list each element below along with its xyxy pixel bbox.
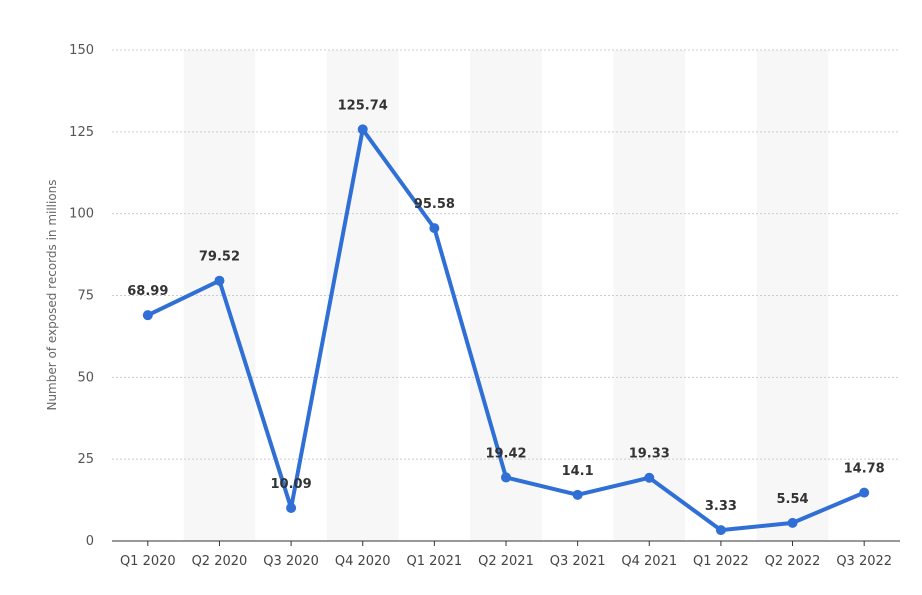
data-point xyxy=(357,124,368,135)
x-tick-label: Q4 2020 xyxy=(335,554,391,569)
data-label: 14.1 xyxy=(562,464,594,479)
x-tick-label: Q1 2020 xyxy=(120,554,176,569)
y-tick-label: 75 xyxy=(77,289,94,304)
y-tick-label: 0 xyxy=(86,534,94,549)
series-layer xyxy=(142,124,870,536)
data-point xyxy=(787,517,798,528)
data-point xyxy=(214,275,225,286)
y-axis-ticks: 0 25 50 75 100 125 150 xyxy=(69,43,94,549)
x-tick-label: Q1 2021 xyxy=(406,554,462,569)
y-tick-label: 100 xyxy=(69,207,94,222)
x-axis: Q1 2020 Q2 2020 Q3 2020 Q4 2020 Q1 2021 Q2 20… xyxy=(112,540,900,569)
x-tick-label: Q4 2021 xyxy=(621,554,677,569)
y-tick-label: 150 xyxy=(69,43,94,58)
y-tick-label: 125 xyxy=(69,125,94,140)
data-point xyxy=(572,489,583,500)
data-point xyxy=(142,310,153,321)
x-tick-label: Q2 2022 xyxy=(765,554,821,569)
y-tick-label: 50 xyxy=(77,370,94,385)
data-label: 68.99 xyxy=(127,284,168,299)
column-band xyxy=(183,50,256,541)
data-point xyxy=(644,472,655,483)
x-tick-label: Q3 2021 xyxy=(550,554,606,569)
y-axis-title: Number of exposed records in millions xyxy=(45,179,59,410)
data-point xyxy=(715,525,726,536)
data-point xyxy=(501,472,511,483)
data-label: 10.09 xyxy=(271,477,312,492)
x-tick-label: Q2 2020 xyxy=(192,554,248,569)
data-labels: 68.99 79.52 10.09 125.74 95.58 19.42 14.1 19.33… xyxy=(127,98,884,514)
gridlines xyxy=(112,49,900,460)
data-label: 14.78 xyxy=(844,462,885,477)
x-tick-label: Q3 2022 xyxy=(836,554,892,569)
data-point xyxy=(429,223,440,234)
data-label: 19.42 xyxy=(485,446,526,461)
data-label: 19.33 xyxy=(629,447,670,462)
x-tick-label: Q1 2022 xyxy=(693,554,749,569)
data-label: 95.58 xyxy=(414,197,455,212)
x-tick-label: Q3 2020 xyxy=(263,554,319,569)
data-point xyxy=(286,502,297,513)
data-label: 125.74 xyxy=(338,98,388,113)
data-label: 79.52 xyxy=(199,250,240,265)
x-tick-label: Q2 2021 xyxy=(478,554,534,569)
y-tick-label: 25 xyxy=(77,452,94,467)
data-label: 3.33 xyxy=(705,499,737,514)
data-label: 5.54 xyxy=(777,492,809,507)
data-point xyxy=(859,487,870,498)
